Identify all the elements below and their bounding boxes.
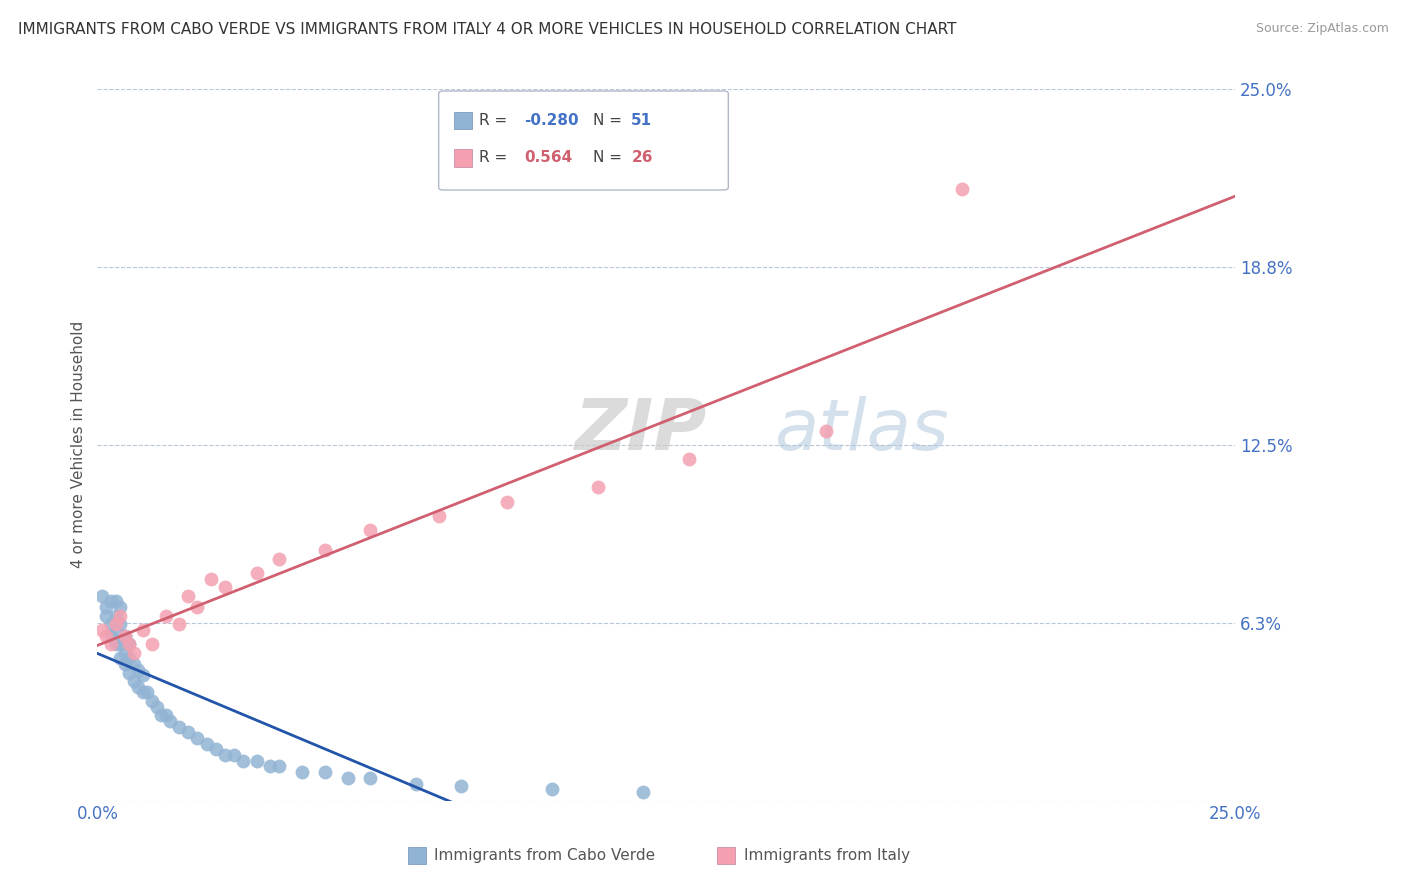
Point <box>104 594 127 608</box>
Point <box>314 765 336 780</box>
Point <box>132 668 155 682</box>
Point <box>150 708 173 723</box>
Point <box>246 566 269 580</box>
Text: 0.564: 0.564 <box>524 151 572 165</box>
Point <box>100 628 122 642</box>
Point <box>96 608 118 623</box>
Point <box>541 782 564 797</box>
Point <box>100 617 122 632</box>
Point <box>246 754 269 768</box>
Point <box>586 480 609 494</box>
Point <box>114 628 136 642</box>
Point <box>108 608 131 623</box>
Point <box>159 714 181 728</box>
Point <box>269 759 291 773</box>
Y-axis label: 4 or more Vehicles in Household: 4 or more Vehicles in Household <box>72 321 86 568</box>
Text: 51: 51 <box>631 113 652 128</box>
Point <box>90 623 112 637</box>
Text: atlas: atlas <box>775 396 949 465</box>
Point <box>104 637 127 651</box>
Point <box>96 600 118 615</box>
Point <box>359 771 381 785</box>
Point <box>186 600 208 615</box>
Point <box>118 651 141 665</box>
Point <box>122 646 145 660</box>
Point <box>114 657 136 671</box>
Point <box>291 765 314 780</box>
Point <box>259 759 281 773</box>
Text: N =: N = <box>593 113 627 128</box>
Point <box>336 771 359 785</box>
Point <box>90 589 112 603</box>
Point <box>104 608 127 623</box>
Point <box>104 617 127 632</box>
Point <box>950 181 973 195</box>
Point <box>169 617 191 632</box>
Point <box>127 663 149 677</box>
Point <box>214 747 236 762</box>
Text: -0.280: -0.280 <box>524 113 579 128</box>
Point <box>359 523 381 537</box>
Point <box>108 651 131 665</box>
Point <box>186 731 208 745</box>
Text: R =: R = <box>479 151 513 165</box>
Point <box>232 754 254 768</box>
Point <box>132 623 155 637</box>
Point <box>145 699 167 714</box>
Text: Source: ZipAtlas.com: Source: ZipAtlas.com <box>1256 22 1389 36</box>
Text: ZIP: ZIP <box>575 396 707 465</box>
Text: Immigrants from Italy: Immigrants from Italy <box>744 848 910 863</box>
Point <box>108 617 131 632</box>
Point <box>118 637 141 651</box>
Point <box>118 665 141 680</box>
Point <box>195 737 218 751</box>
Text: N =: N = <box>593 151 627 165</box>
Point <box>450 780 472 794</box>
Point <box>405 776 427 790</box>
Point <box>200 572 222 586</box>
Text: 26: 26 <box>631 151 652 165</box>
Point <box>122 657 145 671</box>
Point <box>104 623 127 637</box>
Point <box>141 637 163 651</box>
Point <box>155 608 177 623</box>
Text: R =: R = <box>479 113 513 128</box>
Point <box>633 785 655 799</box>
Point <box>118 637 141 651</box>
Point <box>132 685 155 699</box>
Point <box>141 694 163 708</box>
Point <box>222 747 245 762</box>
Point <box>427 508 450 523</box>
Point <box>269 551 291 566</box>
Point <box>122 674 145 689</box>
Point <box>96 628 118 642</box>
Point <box>108 600 131 615</box>
Point <box>155 708 177 723</box>
Point <box>678 452 700 467</box>
Point <box>177 725 200 739</box>
Point <box>114 646 136 660</box>
Point <box>214 580 236 594</box>
Point <box>127 680 149 694</box>
Point <box>100 594 122 608</box>
Point <box>100 637 122 651</box>
Point <box>169 720 191 734</box>
Point <box>114 628 136 642</box>
Point <box>496 494 519 508</box>
Text: Immigrants from Cabo Verde: Immigrants from Cabo Verde <box>434 848 655 863</box>
Point <box>177 589 200 603</box>
Point <box>814 424 837 438</box>
Point <box>204 742 226 756</box>
Point <box>314 543 336 558</box>
Text: IMMIGRANTS FROM CABO VERDE VS IMMIGRANTS FROM ITALY 4 OR MORE VEHICLES IN HOUSEH: IMMIGRANTS FROM CABO VERDE VS IMMIGRANTS… <box>18 22 956 37</box>
Point <box>108 637 131 651</box>
Point <box>136 685 159 699</box>
